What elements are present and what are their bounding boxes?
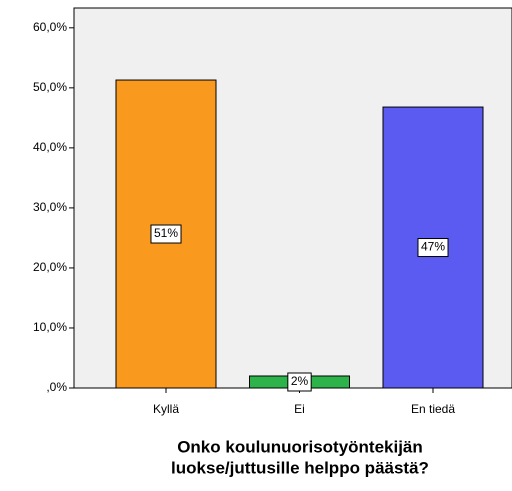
value-label: 2% [291, 374, 309, 388]
x-tick-label: En tiedä [411, 402, 455, 416]
y-tick-label: 30,0% [33, 200, 67, 214]
value-label-box [417, 238, 449, 258]
value-label-box [287, 372, 312, 392]
y-tick-label: 60,0% [33, 20, 67, 34]
value-label-box [150, 224, 182, 244]
x-axis-title: luokse/juttusille helppo päästä? [171, 458, 429, 477]
y-tick-label: ,0% [46, 380, 67, 394]
x-axis-title: Onko koulunuorisotyöntekijän [177, 437, 423, 456]
y-tick-label: 50,0% [33, 80, 67, 94]
y-tick-label: 40,0% [33, 140, 67, 154]
y-tick-label: 20,0% [33, 260, 67, 274]
y-tick-label: 10,0% [33, 320, 67, 334]
value-label: 47% [421, 240, 445, 254]
x-tick-label: Kyllä [153, 402, 179, 416]
x-tick-label: Ei [294, 402, 305, 416]
value-label: 51% [154, 226, 178, 240]
